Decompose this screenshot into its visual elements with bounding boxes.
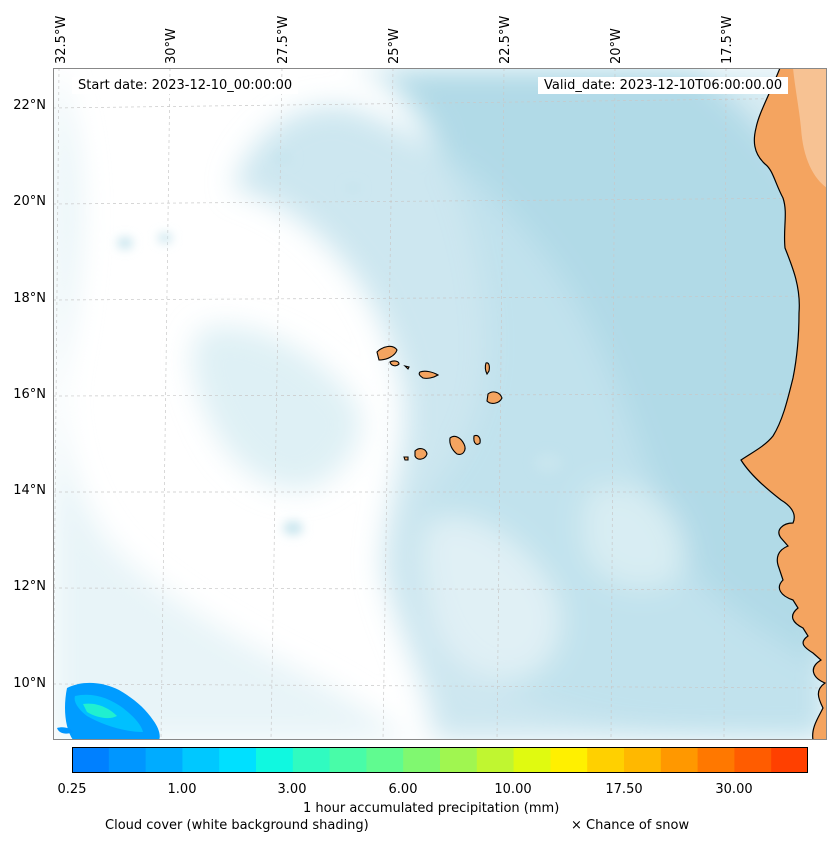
colorbar-tick-label: 3.00: [277, 782, 307, 797]
map-canvas[interactable]: [53, 68, 827, 740]
snow-caption: × Chance of snow: [571, 818, 690, 833]
lon-label: 20°W: [609, 28, 624, 64]
lon-label: 30°W: [164, 28, 179, 64]
lat-label: 22°N: [13, 98, 46, 113]
colorbar-tick-label: 30.00: [715, 782, 753, 797]
cloud-cover-caption: Cloud cover (white background shading): [105, 818, 369, 833]
lat-label: 12°N: [13, 579, 46, 594]
lat-label: 18°N: [13, 291, 46, 306]
lat-label: 10°N: [13, 676, 46, 691]
colorbar-segment: [72, 747, 110, 773]
colorbar-tick-label: 0.25: [57, 782, 87, 797]
colorbar-segment: [513, 747, 551, 773]
cape-verde-islands: [376, 345, 503, 461]
precipitation-colorbar: [72, 747, 808, 773]
lon-label: 17.5°W: [720, 15, 735, 64]
colorbar-segment: [697, 747, 735, 773]
colorbar-segment: [550, 747, 588, 773]
lon-label: 27.5°W: [276, 15, 291, 64]
colorbar-segment: [108, 747, 147, 773]
lat-label: 14°N: [13, 483, 46, 498]
colorbar-label: 1 hour accumulated precipitation (mm): [303, 801, 560, 816]
colorbar-segment: [256, 747, 294, 773]
colorbar-segment: [182, 747, 220, 773]
start-date-label: Start date: 2023-12-10_00:00:00: [72, 77, 299, 94]
cloud-specks: [117, 152, 562, 535]
precipitation-patch: [57, 682, 160, 740]
colorbar-segment: [366, 747, 404, 773]
colorbar-segment: [476, 747, 515, 773]
colorbar-segment: [403, 747, 441, 773]
colorbar-segment: [329, 747, 367, 773]
colorbar-segment: [734, 747, 772, 773]
lon-label: 32.5°W: [54, 15, 69, 64]
africa-land: [740, 68, 827, 740]
colorbar-segment: [292, 747, 331, 773]
colorbar-segment: [145, 747, 183, 773]
colorbar-tick-label: 6.00: [388, 782, 418, 797]
colorbar-tick-label: 17.50: [605, 782, 643, 797]
lat-label: 16°N: [13, 387, 46, 402]
lon-label: 25°W: [387, 28, 402, 64]
desert-shading: [793, 68, 827, 188]
lon-label: 22.5°W: [498, 15, 513, 64]
colorbar-tick-label: 1.00: [167, 782, 197, 797]
colorbar-segment: [660, 747, 699, 773]
lat-label: 20°N: [13, 194, 46, 209]
colorbar-segment: [771, 747, 808, 773]
map-border: [53, 68, 827, 740]
valid-date-label: Valid_date: 2023-12-10T06:00:00.00: [538, 77, 789, 94]
colorbar-segment: [440, 747, 478, 773]
colorbar-border: [72, 747, 808, 773]
colorbar-segment: [219, 747, 257, 773]
colorbar-segment: [587, 747, 625, 773]
colorbar-segment: [624, 747, 662, 773]
colorbar-tick-label: 10.00: [494, 782, 532, 797]
